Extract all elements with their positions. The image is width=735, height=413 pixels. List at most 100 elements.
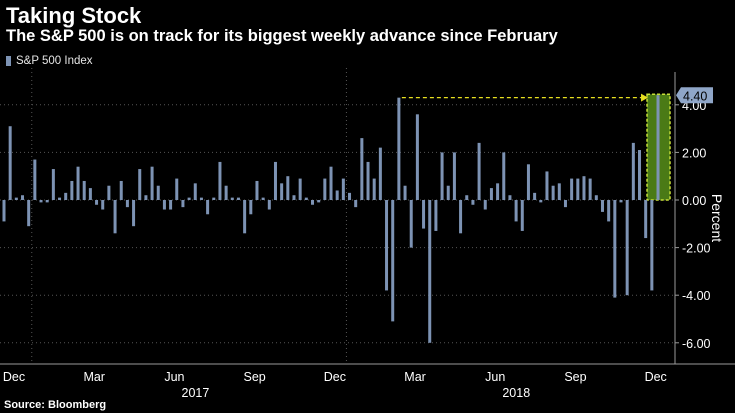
bar-week-23 xyxy=(144,195,148,200)
bar-week-46 xyxy=(286,176,290,200)
bar-week-11 xyxy=(70,180,74,200)
bar-week-40 xyxy=(249,200,253,215)
bar-week-95 xyxy=(588,178,592,200)
bar-week-8 xyxy=(51,169,55,200)
x-tick-label: Dec xyxy=(324,370,346,384)
bar-week-65 xyxy=(403,185,407,200)
bar-week-89 xyxy=(551,185,555,200)
y-tick-label: 2.00 xyxy=(682,146,706,160)
chart-title: Taking Stock xyxy=(6,3,142,28)
bar-week-62 xyxy=(385,200,389,291)
y-tick-label: -4.00 xyxy=(682,289,711,303)
bar-week-6 xyxy=(39,200,43,203)
bar-week-77 xyxy=(477,142,481,200)
x-tick-label: Sep xyxy=(244,370,266,384)
bar-week-27 xyxy=(169,200,173,210)
bar-week-2 xyxy=(14,197,18,200)
bar-week-54 xyxy=(335,190,339,200)
bar-week-96 xyxy=(594,195,598,200)
bar-week-55 xyxy=(341,178,345,200)
bar-week-66 xyxy=(409,200,413,248)
chart-legend: S&P 500 Index xyxy=(6,55,93,67)
legend-swatch xyxy=(6,56,11,66)
bar-week-43 xyxy=(267,200,271,210)
bar-week-86 xyxy=(533,192,537,200)
bar-week-88 xyxy=(545,171,549,200)
chart-subtitle: The S&P 500 is on track for its biggest … xyxy=(6,27,558,45)
bar-week-15 xyxy=(95,200,99,205)
bar-week-85 xyxy=(526,164,530,200)
x-tick-label: Jun xyxy=(485,370,505,384)
bar-week-34 xyxy=(212,197,216,200)
bar-week-45 xyxy=(280,183,284,200)
bar-week-21 xyxy=(132,200,136,227)
y-tick-label: 0.00 xyxy=(682,194,706,208)
bar-week-5 xyxy=(33,159,37,200)
bar-week-100 xyxy=(619,200,623,203)
bar-week-50 xyxy=(311,200,314,205)
bar-week-61 xyxy=(378,147,382,200)
bar-week-44 xyxy=(273,161,277,200)
bar-week-38 xyxy=(236,197,240,200)
bar-week-98 xyxy=(607,200,611,222)
bar-week-28 xyxy=(175,178,179,200)
bar-week-80 xyxy=(496,183,500,200)
bar-week-19 xyxy=(119,180,123,200)
bar-week-74 xyxy=(459,200,463,234)
bar-week-41 xyxy=(255,180,259,200)
bar-week-87 xyxy=(539,200,543,203)
bar-week-91 xyxy=(563,200,567,208)
y-tick-label: -6.00 xyxy=(682,337,711,351)
legend-label: S&P 500 Index xyxy=(16,55,93,67)
bar-week-14 xyxy=(88,188,92,200)
bar-week-0 xyxy=(2,200,6,222)
bar-week-9 xyxy=(58,197,62,200)
source-note: Source: Bloomberg xyxy=(4,399,107,411)
bar-week-1 xyxy=(8,126,12,200)
bar-week-82 xyxy=(508,195,512,200)
y-tick-label: -2.00 xyxy=(682,242,711,256)
bar-week-102 xyxy=(631,142,635,200)
bar-week-35 xyxy=(218,161,222,200)
bar-week-26 xyxy=(162,200,166,210)
x-tick-label: Sep xyxy=(564,370,586,384)
bar-week-16 xyxy=(101,200,105,210)
bar-week-49 xyxy=(304,197,308,200)
bar-week-78 xyxy=(483,200,487,210)
bar-week-64 xyxy=(397,97,401,200)
bar-week-58 xyxy=(360,138,364,200)
bar-week-18 xyxy=(113,200,117,234)
bar-week-10 xyxy=(64,192,68,200)
y-axis-title: Percent xyxy=(709,194,725,242)
x-tick-label: Jun xyxy=(164,370,184,384)
bar-week-36 xyxy=(224,185,228,200)
bar-week-60 xyxy=(372,178,376,200)
bar-week-81 xyxy=(502,152,506,200)
bar-week-52 xyxy=(323,178,327,200)
bar-week-4 xyxy=(27,200,31,227)
bar-week-47 xyxy=(292,195,296,200)
bar-week-3 xyxy=(21,195,25,200)
x-year-label: 2018 xyxy=(502,386,530,400)
bar-week-48 xyxy=(298,178,302,200)
bar-week-72 xyxy=(446,185,450,200)
bar-week-33 xyxy=(206,200,210,215)
bar-week-39 xyxy=(243,200,247,234)
bar-highlight xyxy=(656,95,660,200)
bar-week-59 xyxy=(366,161,370,200)
bar-week-90 xyxy=(557,183,561,200)
bar-week-104 xyxy=(644,200,648,239)
bar-week-83 xyxy=(514,200,518,222)
bar-week-42 xyxy=(261,197,265,200)
bar-week-93 xyxy=(576,178,580,200)
highlight-value-tag xyxy=(676,87,713,104)
bar-week-22 xyxy=(138,169,142,200)
bar-week-73 xyxy=(452,152,456,200)
bar-week-103 xyxy=(638,150,642,200)
bar-week-30 xyxy=(187,197,191,200)
bar-week-94 xyxy=(582,176,586,200)
x-tick-label: Dec xyxy=(645,370,667,384)
bar-week-70 xyxy=(434,200,438,231)
bar-week-37 xyxy=(230,197,234,200)
bar-week-56 xyxy=(348,192,352,200)
